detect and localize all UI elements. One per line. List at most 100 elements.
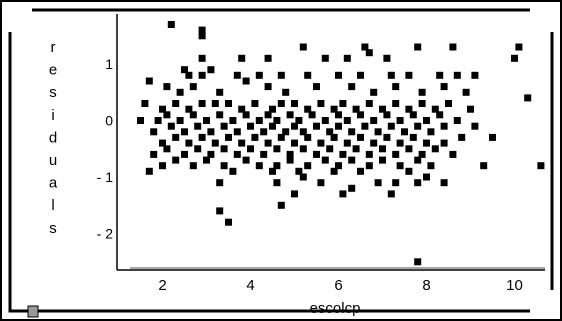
data-point bbox=[379, 145, 386, 153]
data-point bbox=[172, 133, 180, 141]
data-point bbox=[264, 111, 272, 119]
data-point bbox=[299, 145, 307, 153]
y-axis-label-letter: d bbox=[49, 129, 57, 146]
data-point bbox=[374, 128, 382, 136]
data-point bbox=[277, 133, 285, 141]
data-point bbox=[189, 83, 197, 91]
data-point bbox=[269, 167, 276, 175]
data-point bbox=[176, 117, 184, 124]
data-point bbox=[194, 145, 202, 153]
y-tick-label: - 1 bbox=[97, 169, 114, 185]
data-point bbox=[480, 162, 488, 170]
data-point bbox=[185, 139, 193, 147]
resize-handle-top-right[interactable] bbox=[530, 3, 554, 14]
data-point bbox=[396, 117, 404, 124]
y-axis-label-letter: u bbox=[49, 152, 57, 169]
data-point bbox=[150, 150, 158, 158]
data-point bbox=[198, 54, 206, 62]
data-point bbox=[352, 105, 360, 113]
data-point bbox=[409, 133, 417, 141]
data-point bbox=[154, 117, 162, 124]
data-point bbox=[335, 122, 342, 130]
data-point bbox=[467, 105, 474, 113]
x-tick-label: 6 bbox=[334, 277, 342, 294]
data-point bbox=[405, 105, 413, 113]
data-point bbox=[436, 71, 444, 79]
data-point bbox=[216, 207, 224, 215]
data-point bbox=[405, 71, 413, 79]
resize-handle-left-top[interactable] bbox=[4, 8, 14, 32]
data-point bbox=[436, 111, 444, 119]
data-point bbox=[458, 133, 466, 141]
data-point bbox=[185, 71, 193, 79]
data-point bbox=[313, 150, 320, 158]
data-point bbox=[137, 117, 144, 124]
data-point bbox=[401, 128, 408, 136]
data-point bbox=[277, 201, 285, 209]
data-point bbox=[172, 100, 180, 107]
data-point bbox=[229, 167, 237, 175]
data-point bbox=[365, 162, 373, 170]
data-point bbox=[418, 150, 426, 158]
data-point bbox=[524, 94, 532, 102]
data-point bbox=[511, 54, 518, 62]
data-point bbox=[247, 122, 254, 130]
resize-handle-top-left[interactable] bbox=[8, 3, 32, 14]
data-point bbox=[163, 145, 171, 153]
data-point bbox=[370, 117, 378, 124]
y-tick-label: 0 bbox=[105, 113, 113, 129]
data-point bbox=[282, 88, 290, 96]
data-point bbox=[225, 100, 232, 107]
data-point bbox=[216, 179, 224, 187]
data-point bbox=[220, 162, 228, 170]
data-point bbox=[291, 122, 298, 130]
data-point bbox=[145, 167, 153, 175]
data-point bbox=[321, 54, 329, 62]
y-axis-label-letter: e bbox=[49, 62, 57, 79]
window-frame-inner bbox=[8, 8, 554, 313]
data-point bbox=[150, 128, 158, 136]
data-point bbox=[145, 77, 153, 85]
data-point bbox=[348, 156, 356, 164]
data-point bbox=[387, 190, 395, 198]
data-point bbox=[264, 54, 272, 62]
data-point bbox=[295, 117, 303, 124]
data-point bbox=[348, 83, 356, 91]
data-point bbox=[383, 133, 391, 141]
x-tick-label: 2 bbox=[158, 277, 166, 294]
data-point bbox=[304, 71, 312, 79]
y-axis-label-letter: s bbox=[49, 84, 57, 101]
data-point bbox=[330, 167, 338, 175]
data-point bbox=[273, 145, 281, 153]
data-point bbox=[277, 100, 285, 107]
data-point bbox=[357, 133, 364, 141]
data-point bbox=[392, 100, 400, 107]
data-point bbox=[181, 66, 188, 74]
resize-handle-right-top[interactable] bbox=[548, 8, 558, 32]
data-point bbox=[238, 54, 246, 62]
data-point bbox=[269, 105, 276, 113]
data-point bbox=[431, 145, 439, 153]
data-point bbox=[159, 139, 166, 147]
data-point bbox=[335, 71, 342, 79]
data-point bbox=[299, 43, 307, 51]
data-point bbox=[172, 156, 180, 164]
data-point bbox=[203, 117, 210, 124]
data-point bbox=[418, 88, 426, 96]
data-point bbox=[423, 173, 430, 181]
resize-handle-bottom-right[interactable] bbox=[530, 306, 554, 317]
data-point bbox=[255, 162, 263, 170]
data-point bbox=[352, 145, 360, 153]
data-point bbox=[216, 111, 224, 119]
data-point bbox=[440, 122, 448, 130]
data-point bbox=[295, 167, 303, 175]
data-point bbox=[453, 71, 461, 79]
data-point bbox=[181, 128, 188, 136]
data-point bbox=[291, 139, 298, 147]
data-point bbox=[251, 133, 259, 141]
data-point bbox=[317, 179, 325, 187]
data-point bbox=[198, 32, 206, 40]
resize-handle-right-bottom[interactable] bbox=[548, 290, 558, 314]
y-axis-label-letter: a bbox=[49, 175, 58, 192]
